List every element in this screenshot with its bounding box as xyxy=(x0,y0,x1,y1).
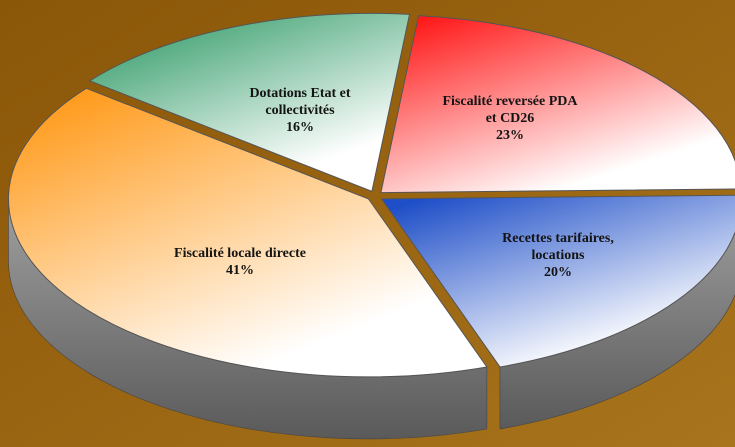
value-label: 23% xyxy=(496,127,524,143)
value-label: 41% xyxy=(226,263,254,278)
category-label: Dotations Etat et collectivités xyxy=(249,85,351,118)
label-block: Fiscalité reversée PDA et CD26 23% xyxy=(440,93,580,144)
label-block: Dotations Etat et collectivités 16% xyxy=(220,85,380,136)
slice-label-text: Fiscalité reversée PDA et CD26 23% xyxy=(440,82,580,154)
value-label: 16% xyxy=(286,119,314,135)
value-label: 20% xyxy=(544,264,572,280)
pie-slice xyxy=(380,15,735,194)
category-label: Fiscalité locale directe xyxy=(174,246,306,261)
slice-label-text: Dotations Etat et collectivités 16% xyxy=(220,74,380,146)
pie-slice xyxy=(8,87,488,378)
label-block: Recettes tarifaires, locations 20% xyxy=(483,230,633,281)
slice-label-text: Recettes tarifaires, locations 20% xyxy=(483,219,633,291)
slice-label: Fiscalité locale directe 41% xyxy=(165,226,315,298)
category-label: Recettes tarifaires, locations xyxy=(502,230,614,263)
pie-slice xyxy=(380,194,735,368)
label-block: Fiscalité locale directe 41% xyxy=(165,245,315,279)
pie-slice xyxy=(88,12,411,193)
category-label: Fiscalité reversée PDA et CD26 xyxy=(442,93,578,126)
slice-label-text: Fiscalité locale directe 41% xyxy=(165,226,315,298)
